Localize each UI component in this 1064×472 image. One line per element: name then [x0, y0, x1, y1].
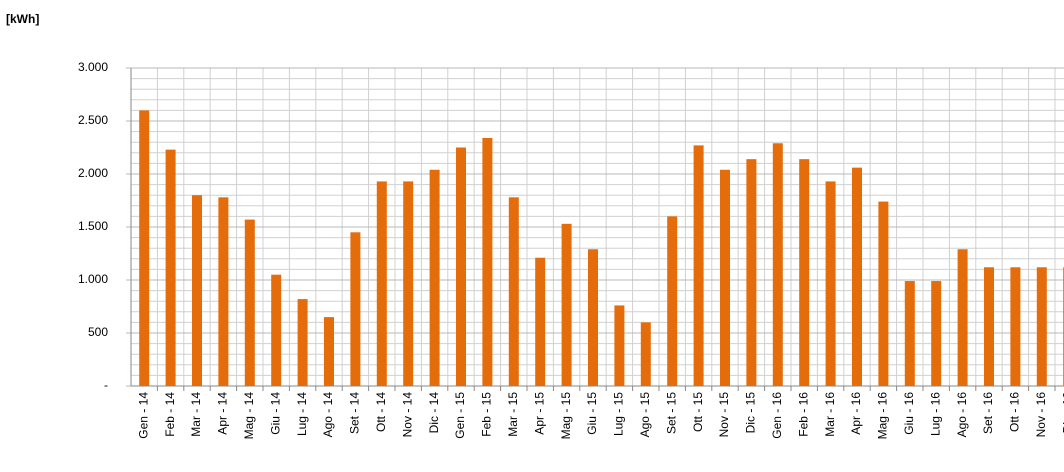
bar	[297, 299, 308, 386]
x-tick-label: Gen - 15	[453, 392, 467, 439]
x-tick-label: Lug - 16	[928, 392, 942, 436]
bar	[720, 169, 730, 386]
x-tick-label: Dic - 15	[744, 392, 758, 434]
x-tick-label: Apr - 14	[216, 392, 230, 435]
x-tick-label: Apr - 15	[532, 392, 546, 435]
x-tick-label: Feb - 16	[796, 392, 810, 437]
x-tick-label: Nov - 15	[717, 392, 731, 438]
x-tick-label: Giu - 15	[585, 392, 599, 435]
bar	[376, 181, 387, 386]
y-tick-label: -	[104, 378, 108, 392]
bar	[324, 317, 334, 386]
x-tick-label: Giu - 16	[902, 392, 916, 435]
x-tick-label: Dic - 16	[1060, 392, 1064, 434]
x-tick-label: Lug - 15	[612, 392, 626, 436]
bar	[139, 110, 150, 387]
bar	[456, 147, 466, 386]
x-tick-label: Nov - 14	[400, 392, 414, 438]
x-tick-label: Ott - 15	[691, 392, 705, 432]
bar	[218, 197, 229, 386]
x-tick-label: Nov - 16	[1034, 392, 1048, 438]
bar	[350, 232, 361, 386]
x-tick-label: Ago - 14	[321, 392, 335, 438]
bar	[614, 305, 625, 386]
bar	[904, 281, 915, 386]
bar	[667, 216, 678, 386]
y-tick-label: 1.500	[78, 219, 108, 233]
y-tick-label: 3.000	[78, 60, 108, 74]
x-tick-label: Mar - 14	[189, 392, 203, 437]
bar	[957, 249, 968, 386]
x-tick-label: Set - 14	[348, 392, 362, 434]
y-tick-label: 2.500	[78, 113, 108, 127]
y-tick-label: 500	[88, 325, 108, 339]
bar	[746, 159, 757, 386]
x-tick-label: Mag - 16	[876, 392, 890, 440]
x-tick-label: Feb - 14	[163, 392, 177, 437]
bar	[1010, 267, 1021, 386]
bar	[192, 195, 202, 386]
y-tick-label: 1.000	[78, 272, 108, 286]
bar	[508, 197, 519, 386]
x-tick-label: Ott - 14	[374, 392, 388, 432]
bar	[931, 281, 942, 386]
bar	[1036, 267, 1047, 386]
y-tick-label: 2.000	[78, 166, 108, 180]
bar	[772, 143, 783, 386]
x-tick-label: Mag - 15	[559, 392, 573, 440]
x-tick-label: Mag - 14	[242, 392, 256, 440]
x-tick-label: Feb - 15	[480, 392, 494, 437]
x-tick-label: Lug - 14	[295, 392, 309, 436]
x-tick-label: Ago - 15	[638, 392, 652, 438]
x-tick-label: Gen - 14	[136, 392, 150, 439]
x-tick-label: Set - 15	[664, 392, 678, 434]
bar	[403, 181, 414, 386]
x-tick-label: Dic - 14	[427, 392, 441, 434]
x-tick-label: Apr - 16	[849, 392, 863, 435]
bar	[799, 159, 810, 386]
bar	[482, 137, 493, 386]
bar	[535, 257, 546, 386]
y-axis-label: [kWh]	[6, 12, 39, 26]
x-tick-label: Gen - 16	[770, 392, 784, 439]
x-tick-label: Set - 16	[981, 392, 995, 434]
bar	[693, 145, 704, 386]
x-tick-label: Giu - 14	[268, 392, 282, 435]
bar	[561, 223, 572, 386]
bar	[825, 181, 836, 386]
bar	[271, 274, 282, 386]
bar	[878, 201, 889, 386]
x-tick-label: Mar - 16	[823, 392, 837, 437]
bar	[852, 167, 862, 386]
x-tick-label: Ott - 16	[1008, 392, 1022, 432]
bar	[429, 169, 440, 386]
x-tick-label: Ago - 16	[955, 392, 969, 438]
x-tick-label: Mar - 15	[506, 392, 520, 437]
bar	[640, 322, 651, 386]
bar	[588, 249, 598, 386]
bar	[984, 267, 994, 386]
bar	[244, 219, 255, 386]
bar	[165, 149, 176, 386]
